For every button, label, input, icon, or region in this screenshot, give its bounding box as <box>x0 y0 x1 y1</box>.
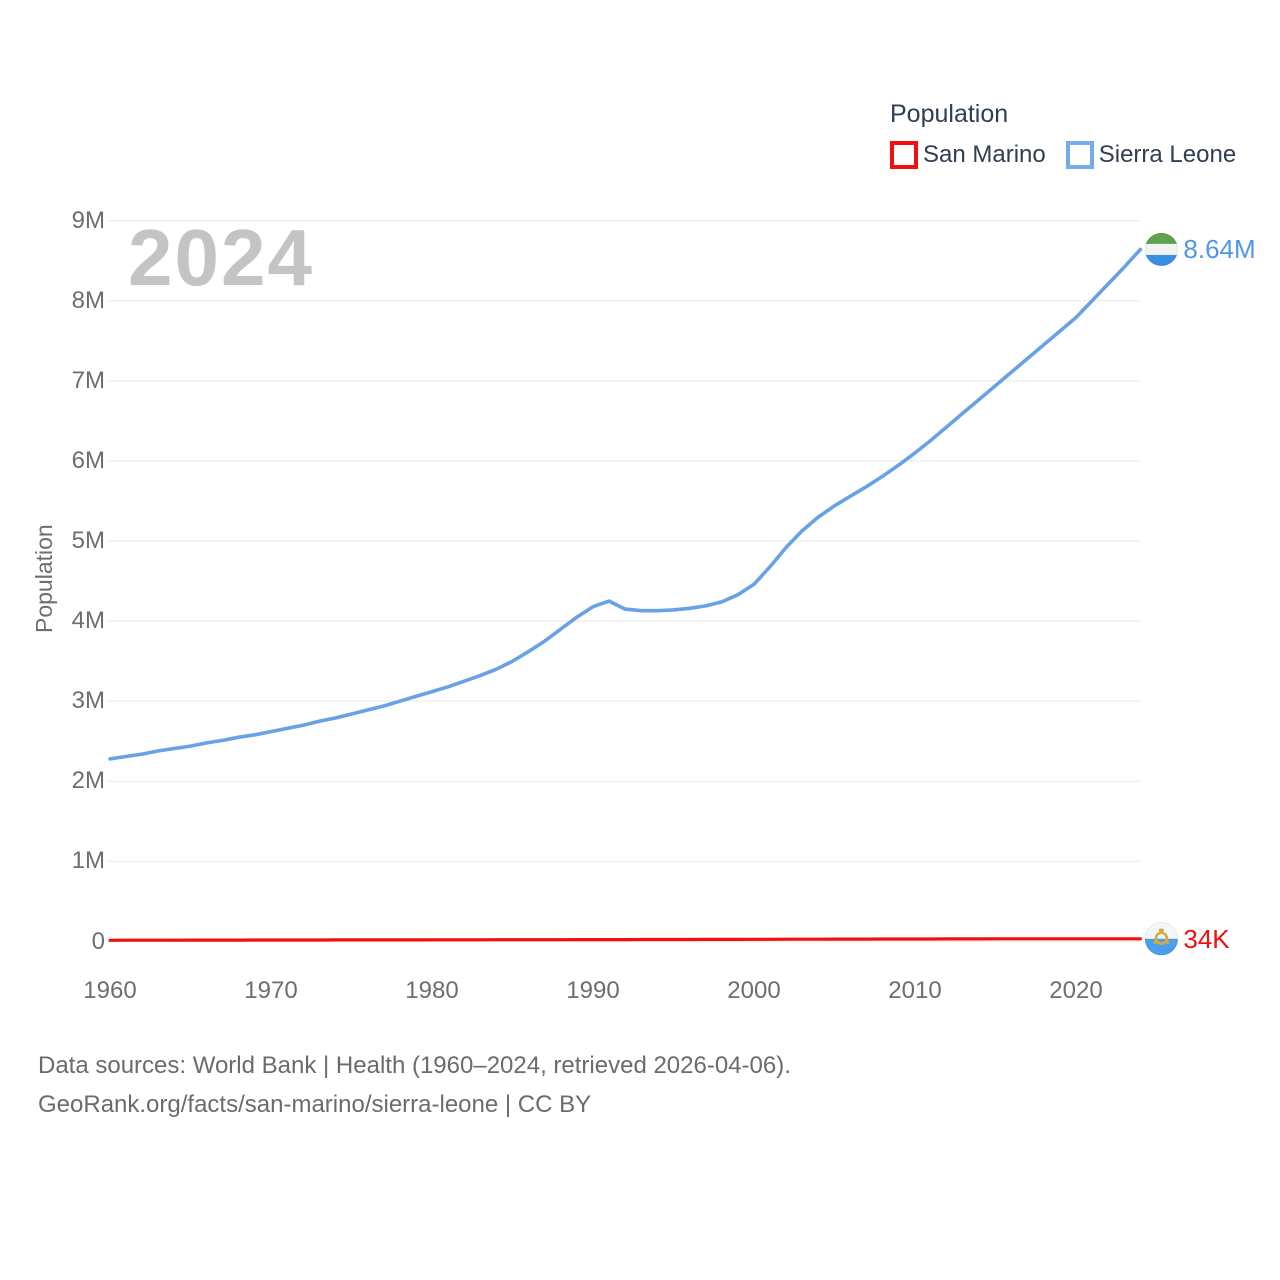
y-tick-label: 5M <box>71 527 105 554</box>
x-tick-label: 2020 <box>1049 977 1103 1004</box>
san-marino-flag-icon <box>1144 922 1178 956</box>
y-tick-label: 9M <box>71 206 105 234</box>
sierra-leone-flag-icon <box>1144 232 1178 266</box>
sierra-leone-line[interactable] <box>108 247 1143 761</box>
legend-label-sierra-leone: Sierra Leone <box>1098 141 1237 168</box>
footer: Data sources: World Bank | Health (1960–… <box>38 1046 791 1124</box>
x-tick-label: 2010 <box>888 977 942 1004</box>
y-tick-label: 7M <box>71 366 105 394</box>
y-tick-label: 8M <box>71 286 105 314</box>
legend-item-sierra-leone[interactable]: Sierra Leone <box>1065 141 1237 169</box>
y-tick-label: 4M <box>71 607 105 635</box>
san-marino-line[interactable] <box>108 937 1142 942</box>
y-tick-label: 2M <box>71 767 105 795</box>
legend: Population San Marino Sierra Leone <box>890 99 1236 169</box>
attribution-line: GeoRank.org/facts/san-marino/sierra-leon… <box>38 1091 592 1118</box>
sierra-leone-value-label: 8.64M <box>1183 234 1256 265</box>
legend-title: Population <box>890 100 1009 128</box>
x-tick-label: 1980 <box>405 977 459 1004</box>
san-marino-value-label: 34K <box>1183 923 1230 954</box>
san-marino-swatch-icon <box>890 141 918 169</box>
data-source-line: Data sources: World Bank | Health (1960–… <box>38 1052 791 1079</box>
y-tick-label: 0 <box>91 927 105 955</box>
y-tick-label: 6M <box>71 446 105 474</box>
legend-label-san-marino: San Marino <box>923 141 1046 168</box>
y-tick-label: 3M <box>71 687 105 715</box>
legend-items: San Marino Sierra Leone <box>890 141 1236 169</box>
year-watermark: 2024 <box>128 213 314 302</box>
legend-item-san-marino[interactable]: San Marino <box>890 141 1046 169</box>
y-tick-label: 1M <box>71 847 105 875</box>
sierra-leone-swatch-icon <box>1065 141 1094 169</box>
x-tick-label: 2000 <box>727 977 781 1004</box>
x-tick-label: 1970 <box>244 977 298 1004</box>
x-tick-label: 1990 <box>566 977 620 1004</box>
x-tick-label: 1960 <box>83 977 137 1004</box>
